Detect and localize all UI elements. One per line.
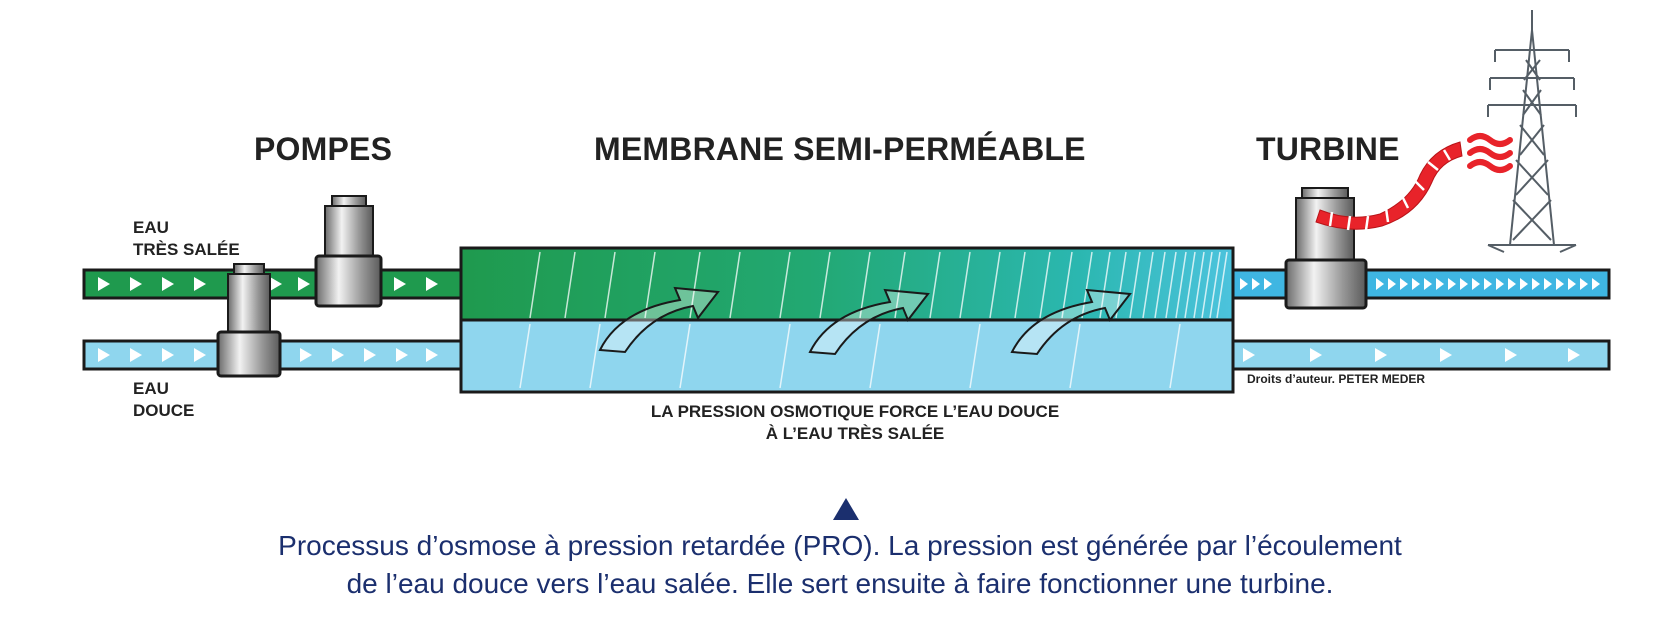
fresh-water-label: EAU DOUCE (133, 378, 194, 422)
turbine-label: TURBINE (1256, 131, 1400, 167)
energy-ribbon (1315, 141, 1463, 231)
turbine (1284, 187, 1368, 310)
copyright-text: Droits d’auteur. PETER MEDER (1247, 372, 1426, 386)
salt-water-label-line2: TRÈS SALÉE (133, 240, 240, 259)
caption: Processus d’osmose à pression retardée (… (190, 527, 1490, 603)
pumps-label: POMPES (254, 131, 393, 167)
fresh-water-label-line1: EAU (133, 379, 169, 398)
salt-water-label: EAU TRÈS SALÉE (133, 217, 240, 261)
pump-fresh-water (216, 263, 282, 378)
fresh-outflow-pipe (1231, 339, 1611, 371)
fresh-water-label-line2: DOUCE (133, 401, 195, 420)
membrane-chamber (459, 246, 1235, 394)
osmotic-pressure-label-line2: À L’EAU TRÈS SALÉE (765, 424, 945, 443)
caption-pointer-icon (833, 498, 859, 520)
power-pylon-icon (1487, 10, 1577, 253)
caption-line1: Processus d’osmose à pression retardée (… (278, 530, 1402, 561)
salt-water-pipe (82, 268, 466, 300)
osmosis-arrows (598, 286, 1132, 356)
pump-salt-water (314, 195, 383, 308)
osmotic-pressure-label-line1: LA PRESSION OSMOTIQUE FORCE L’EAU DOUCE (650, 402, 1060, 421)
salt-water-label-line1: EAU (133, 218, 169, 237)
osmotic-pressure-label: LA PRESSION OSMOTIQUE FORCE L’EAU DOUCE … (560, 401, 1150, 445)
heat-waves-icon (1467, 133, 1513, 173)
membrane-label: MEMBRANE SEMI-PERMÉABLE (594, 131, 1086, 167)
caption-line2: de l’eau douce vers l’eau salée. Elle se… (346, 568, 1334, 599)
